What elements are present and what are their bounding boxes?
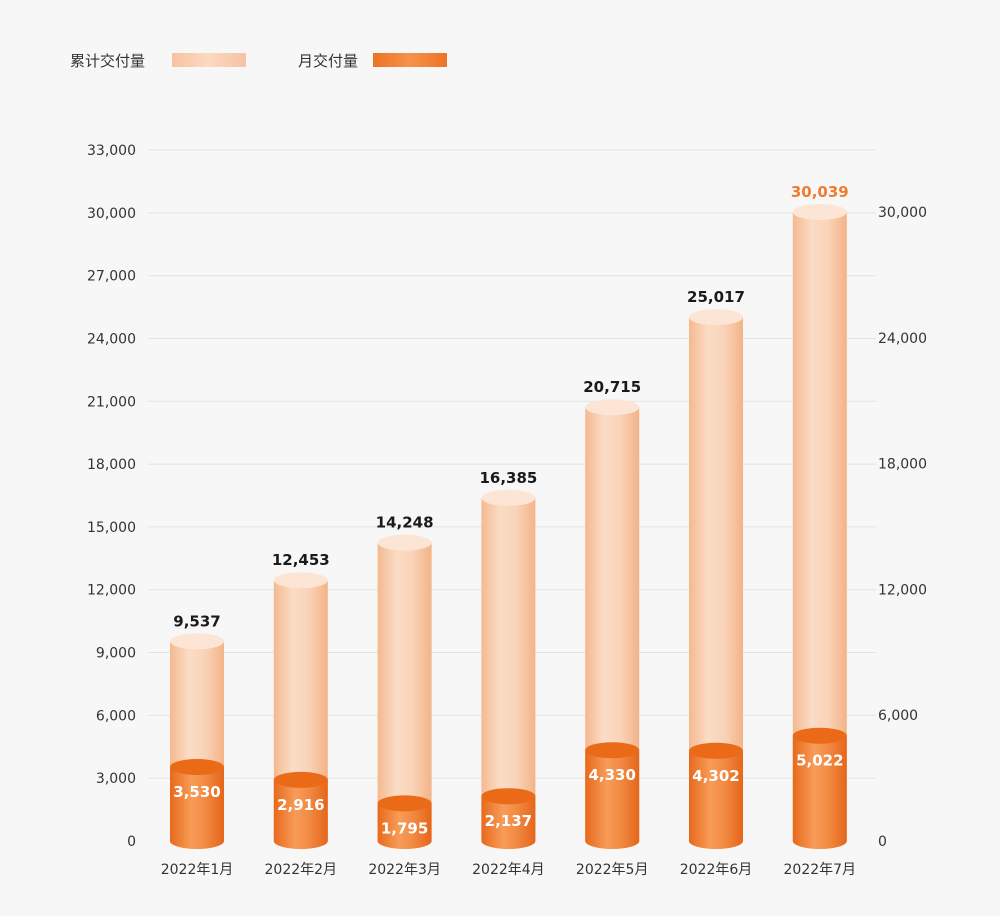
monthly-bar-top	[273, 771, 328, 788]
right-axis: 0 6,000 12,000 18,000 24,000 30,000	[878, 205, 927, 850]
monthly-value-label: 2,137	[485, 812, 532, 830]
cumulative-bar	[481, 497, 536, 849]
cumulative-value-label: 14,248	[376, 514, 434, 532]
cumulative-bar	[792, 212, 847, 850]
monthly-bar	[481, 796, 536, 849]
left-tick-label: 0	[127, 834, 136, 850]
left-tick-label: 24,000	[87, 331, 136, 347]
monthly-bar-top	[792, 727, 847, 744]
cumulative-value-label: 30,039	[791, 183, 849, 201]
right-tick-label: 12,000	[878, 582, 927, 598]
monthly-value-label: 3,530	[173, 783, 220, 801]
monthly-bar	[689, 750, 743, 849]
category-label: 2022年3月	[368, 862, 441, 878]
monthly-value-label: 4,330	[588, 766, 635, 784]
monthly-bar	[273, 779, 328, 849]
legend-swatch-monthly	[373, 53, 447, 67]
left-tick-label: 30,000	[87, 206, 136, 222]
left-tick-label: 18,000	[87, 457, 136, 473]
cumulative-bar	[689, 317, 743, 849]
cumulative-value-label: 16,385	[479, 469, 537, 487]
monthly-bar-top	[689, 742, 743, 759]
cumulative-bar-top	[481, 489, 536, 506]
right-tick-label: 24,000	[878, 331, 927, 347]
x-axis: 2022年1月 2022年2月 2022年3月 2022年4月 2022年5月 2022年…	[161, 862, 856, 878]
monthly-value-label: 5,022	[796, 752, 843, 770]
left-tick-label: 33,000	[87, 143, 136, 159]
left-tick-label: 27,000	[87, 269, 136, 285]
monthly-bar-top	[481, 788, 536, 805]
right-tick-label: 0	[878, 834, 887, 850]
category-label: 2022年4月	[472, 862, 545, 878]
monthly-bar	[792, 735, 847, 849]
legend: 累计交付量 月交付量	[70, 52, 447, 70]
category-label: 2022年7月	[784, 862, 857, 878]
left-tick-label: 6,000	[96, 708, 136, 724]
monthly-bar	[377, 803, 432, 849]
right-tick-label: 6,000	[878, 708, 918, 724]
left-tick-label: 9,000	[96, 646, 136, 662]
right-tick-label: 30,000	[878, 205, 927, 221]
left-tick-label: 3,000	[96, 771, 136, 787]
legend-swatch-cumulative	[172, 53, 246, 67]
cumulative-bar-top	[689, 309, 743, 326]
monthly-bar	[585, 750, 640, 849]
monthly-bar-top	[170, 758, 224, 775]
left-tick-label: 12,000	[87, 583, 136, 599]
left-axis: 0 3,000 6,000 9,000 12,000 15,000 18,000 21,000…	[87, 143, 136, 850]
cumulative-value-label: 25,017	[687, 288, 745, 306]
legend-label-monthly: 月交付量	[298, 52, 358, 70]
cumulative-bar	[585, 407, 640, 849]
monthly-bar	[170, 766, 224, 849]
category-label: 2022年6月	[680, 862, 753, 878]
cumulative-value-label: 12,453	[272, 551, 330, 569]
monthly-value-label: 2,916	[277, 796, 324, 814]
cumulative-bar-top	[792, 204, 847, 221]
cumulative-bar-top	[273, 572, 328, 589]
monthly-bar-top	[377, 795, 432, 812]
cumulative-bar	[377, 542, 432, 849]
legend-label-cumulative: 累计交付量	[70, 52, 145, 70]
left-tick-label: 21,000	[87, 394, 136, 410]
bars: 9,537 3,530 12,453 2,916 14,248 1,795 16,385 2,…	[170, 183, 849, 850]
category-label: 2022年5月	[576, 862, 649, 878]
left-tick-label: 15,000	[87, 520, 136, 536]
right-tick-label: 18,000	[878, 457, 927, 473]
cumulative-value-label: 20,715	[583, 378, 641, 396]
monthly-bar-top	[585, 742, 640, 759]
cumulative-bar-top	[585, 399, 640, 416]
category-label: 2022年1月	[161, 862, 234, 878]
cumulative-bar-top	[377, 534, 432, 551]
category-label: 2022年2月	[265, 862, 338, 878]
monthly-value-label: 1,795	[381, 819, 428, 837]
monthly-value-label: 4,302	[692, 767, 739, 785]
cumulative-bar-top	[170, 633, 224, 650]
cumulative-value-label: 9,537	[173, 612, 220, 630]
